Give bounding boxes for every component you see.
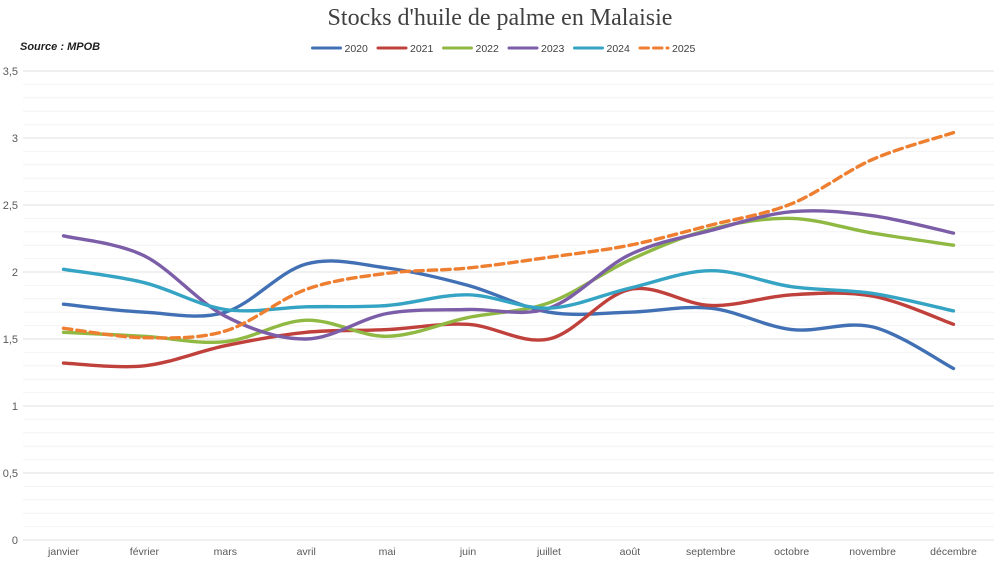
svg-text:1: 1 xyxy=(12,401,18,413)
svg-text:3: 3 xyxy=(12,133,18,145)
svg-text:1,5: 1,5 xyxy=(3,334,18,346)
svg-text:septembre: septembre xyxy=(686,546,736,558)
svg-text:novembre: novembre xyxy=(849,546,896,558)
svg-text:0: 0 xyxy=(12,535,18,547)
svg-text:Source : MPOB: Source : MPOB xyxy=(20,41,100,53)
svg-text:2022: 2022 xyxy=(476,43,500,55)
svg-text:2021: 2021 xyxy=(410,43,434,55)
svg-text:avril: avril xyxy=(297,546,316,558)
svg-text:juillet: juillet xyxy=(536,546,561,558)
svg-text:décembre: décembre xyxy=(930,546,977,558)
svg-text:août: août xyxy=(620,546,641,558)
svg-text:2023: 2023 xyxy=(541,43,565,55)
svg-text:2025: 2025 xyxy=(672,43,696,55)
svg-text:2,5: 2,5 xyxy=(3,200,18,212)
svg-text:février: février xyxy=(130,546,160,558)
svg-text:2024: 2024 xyxy=(607,43,631,55)
svg-text:3,5: 3,5 xyxy=(3,66,18,78)
svg-text:mars: mars xyxy=(214,546,237,558)
svg-text:2020: 2020 xyxy=(345,43,369,55)
svg-text:2: 2 xyxy=(12,267,18,279)
svg-text:janvier: janvier xyxy=(47,546,79,558)
svg-text:0,5: 0,5 xyxy=(3,468,18,480)
svg-text:juin: juin xyxy=(459,546,477,558)
svg-text:mai: mai xyxy=(379,546,396,558)
svg-text:Stocks d'huile de palme en Mal: Stocks d'huile de palme en Malaisie xyxy=(328,5,673,31)
svg-text:octobre: octobre xyxy=(774,546,809,558)
